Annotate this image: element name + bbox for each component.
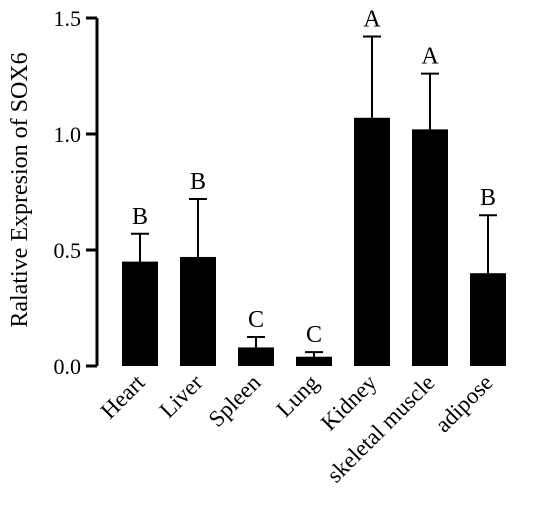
y-tick-label: 1.0 (54, 122, 82, 147)
significance-letter: B (480, 185, 496, 211)
bar (354, 117, 390, 366)
y-axis-label: Ralative Expresion of SOX6 (7, 52, 33, 327)
significance-letters: B B C C A A B (132, 7, 496, 349)
bar (296, 356, 332, 366)
bar (412, 129, 448, 366)
significance-letter: B (132, 204, 148, 230)
y-ticks: 0.0 0.5 1.0 1.5 (54, 6, 97, 379)
y-tick-label: 1.5 (54, 6, 82, 31)
significance-letter: C (248, 307, 264, 333)
bar (238, 347, 274, 366)
bar (470, 273, 506, 366)
significance-letter: C (306, 322, 322, 348)
bar (122, 261, 158, 366)
y-tick-label: 0.0 (54, 354, 82, 379)
error-bars (131, 35, 497, 357)
bar (180, 256, 216, 366)
x-tick-label: Heart (96, 369, 150, 423)
significance-letter: B (190, 169, 206, 195)
x-tick-label: adipose (430, 370, 497, 437)
significance-letter: A (421, 44, 439, 70)
bars (122, 117, 506, 366)
x-tick-label: Lung (272, 370, 324, 422)
x-tick-label: Spleen (204, 370, 266, 432)
x-tick-label: Liver (155, 370, 208, 423)
significance-letter: A (363, 7, 381, 33)
y-tick-label: 0.5 (54, 238, 82, 263)
